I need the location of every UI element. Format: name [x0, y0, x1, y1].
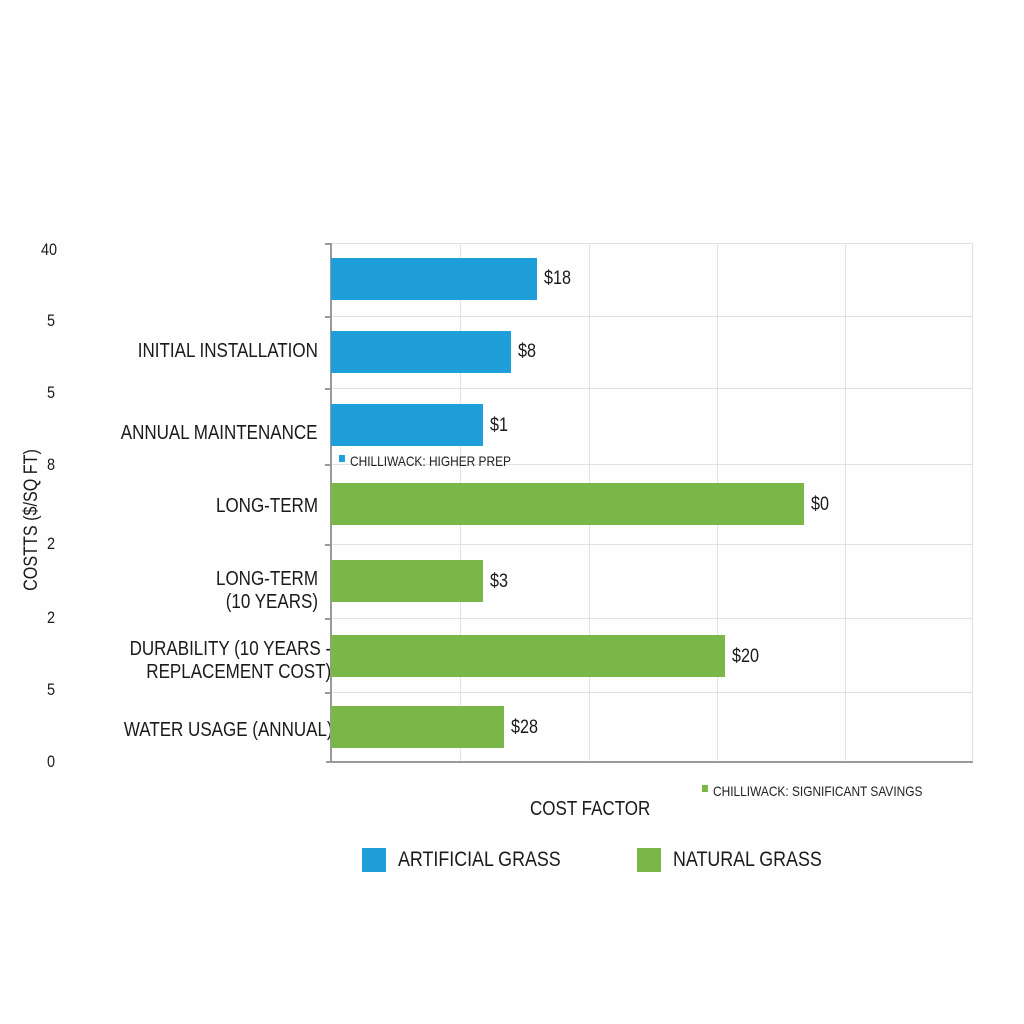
bar-natural-grass[interactable] — [331, 706, 504, 748]
y-tick-label: 2 — [47, 608, 56, 627]
gridline-horizontal — [330, 243, 973, 244]
bar-artificial-grass[interactable] — [331, 331, 511, 373]
gridline-horizontal — [330, 544, 973, 545]
y-tick-mark — [325, 618, 330, 620]
y-tick-label: 5 — [47, 311, 56, 330]
y-tick-label: 8 — [47, 455, 56, 474]
category-label: WATER USAGE (ANNUAL) — [124, 719, 333, 741]
bar-value-label: $1 — [490, 415, 508, 436]
y-tick-label: 2 — [47, 534, 56, 553]
category-label: ANNUAL MAINTENANCE — [121, 422, 318, 444]
y-axis-title: COSTTS ($/SQ FT) — [21, 449, 42, 591]
gridline-horizontal — [330, 618, 973, 619]
legend-label: ARTIFICIAL GRASS — [398, 848, 561, 871]
y-tick-mark — [325, 692, 330, 694]
annotation-marker-icon — [339, 455, 345, 462]
y-tick-mark — [325, 544, 330, 546]
y-tick-label: 5 — [47, 383, 56, 402]
annotation-significant-savings: CHILLIWACK: SIGNIFICANT SAVINGS — [702, 783, 922, 799]
bar-natural-grass[interactable] — [331, 483, 804, 525]
y-tick-mark — [325, 316, 330, 318]
bar-value-label: $28 — [511, 717, 538, 738]
bar-artificial-grass[interactable] — [331, 258, 537, 300]
gridline-vertical — [845, 243, 846, 763]
category-label: LONG-TERM — [216, 495, 318, 517]
gridline-horizontal — [330, 316, 973, 317]
category-label: LONG-TERM (10 YEARS) — [216, 568, 318, 613]
y-tick-mark — [325, 388, 330, 390]
category-label: INITIAL INSTALLATION — [137, 340, 318, 362]
bar-natural-grass[interactable] — [331, 635, 725, 677]
bar-value-label: $0 — [811, 494, 829, 515]
bar-natural-grass[interactable] — [331, 560, 483, 602]
y-tick-label: 5 — [47, 680, 56, 699]
y-tick-label: 40 — [41, 240, 58, 259]
gridline-horizontal — [330, 464, 973, 465]
legend-item-artificial-grass[interactable]: ARTIFICIAL GRASS — [362, 848, 589, 872]
category-label: DURABILITY (10 YEARS - REPLACEMENT COST) — [129, 638, 331, 683]
legend-label: NATURAL GRASS — [673, 848, 823, 871]
gridline-horizontal — [330, 692, 973, 693]
gridline-horizontal — [330, 388, 973, 389]
bar-value-label: $20 — [732, 646, 759, 667]
annotation-text: CHILLIWACK: SIGNIFICANT SAVINGS — [713, 783, 923, 799]
bar-artificial-grass[interactable] — [331, 404, 483, 446]
y-tick-label: 0 — [47, 752, 56, 771]
plot-area: $18 $8 $1 CHILLIWACK: HIGHER PREP $0 $3 … — [325, 243, 973, 763]
legend-swatch-icon — [637, 848, 662, 872]
x-axis-title: COST FACTOR — [530, 798, 651, 820]
legend: ARTIFICIAL GRASS NATURAL GRASS — [362, 848, 886, 872]
annotation-higher-prep: CHILLIWACK: HIGHER PREP — [339, 453, 511, 469]
bar-value-label: $18 — [544, 268, 571, 289]
bar-value-label: $8 — [518, 341, 536, 362]
legend-item-natural-grass[interactable]: NATURAL GRASS — [637, 848, 848, 872]
gridline-vertical — [972, 243, 973, 763]
x-axis-line — [326, 761, 973, 763]
annotation-text: CHILLIWACK: HIGHER PREP — [350, 453, 511, 469]
y-tick-mark — [325, 243, 330, 245]
annotation-marker-icon — [702, 785, 708, 792]
bar-value-label: $3 — [490, 571, 508, 592]
y-tick-mark — [325, 464, 330, 466]
legend-swatch-icon — [362, 848, 386, 872]
